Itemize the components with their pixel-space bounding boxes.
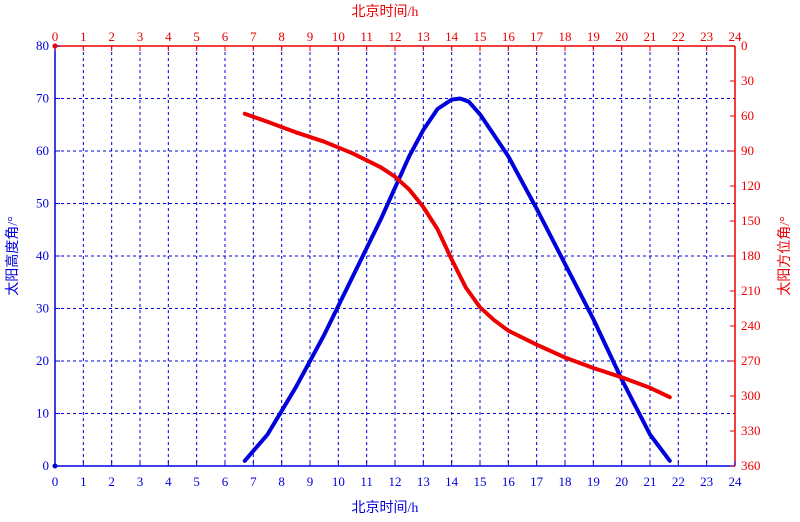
x-bottom-tick-label: 5: [193, 474, 200, 489]
y-left-tick-label: 0: [43, 458, 50, 473]
y-right-tick-label: 180: [741, 248, 761, 263]
y-right-axis-label: 太阳方位角/°: [777, 216, 793, 296]
y-right-tick-label: 360: [741, 458, 761, 473]
x-top-tick-label: 3: [137, 29, 144, 44]
x-bottom-tick-label: 7: [250, 474, 257, 489]
y-right-tick-label: 240: [741, 318, 761, 333]
series-line-azimuth: [242, 111, 672, 400]
x-bottom-tick-label: 9: [307, 474, 314, 489]
x-top-tick-label: 0: [52, 29, 59, 44]
x-top-tick-label: 19: [587, 29, 600, 44]
y-right-tick-label: 30: [741, 73, 754, 88]
y-left-tick-label: 40: [36, 248, 49, 263]
x-bottom-tick-label: 20: [615, 474, 628, 489]
series-line-altitude: [242, 96, 672, 463]
x-top-tick-label: 15: [474, 29, 487, 44]
x-top-tick-label: 20: [615, 29, 628, 44]
x-top-tick-label: 22: [672, 29, 685, 44]
x-top-tick-label: 23: [700, 29, 713, 44]
x-top-tick-label: 14: [445, 29, 459, 44]
x-top-tick-label: 13: [417, 29, 430, 44]
x-bottom-axis-label: 北京时间/h: [352, 500, 419, 516]
y-left-tick-label: 80: [36, 38, 49, 53]
series-layer: [242, 96, 672, 463]
x-top-tick-label: 12: [389, 29, 402, 44]
y-left-axis-label: 太阳高度角/°: [4, 216, 21, 296]
x-bottom-tick-label: 12: [389, 474, 402, 489]
y-right-tick-label: 330: [741, 423, 761, 438]
x-top-tick-label: 5: [193, 29, 200, 44]
x-top-tick-label: 1: [80, 29, 87, 44]
x-top-tick-label: 4: [165, 29, 172, 44]
x-bottom-tick-label: 18: [559, 474, 572, 489]
y-right-tick-label: 60: [741, 108, 754, 123]
x-bottom-tick-label: 23: [700, 474, 713, 489]
x-top-tick-label: 9: [307, 29, 314, 44]
x-top-tick-label: 17: [530, 29, 544, 44]
x-bottom-tick-label: 10: [332, 474, 345, 489]
x-bottom-tick-label: 13: [417, 474, 430, 489]
x-top-tick-label: 18: [559, 29, 572, 44]
y-right-tick-label: 210: [741, 283, 761, 298]
x-bottom-tick-label: 17: [530, 474, 544, 489]
x-bottom-tick-label: 4: [165, 474, 172, 489]
label-layer: 北京时间/h 北京时间/h 太阳高度角/° 太阳方位角/°: [4, 4, 793, 516]
x-bottom-tick-label: 3: [137, 474, 144, 489]
y-right-tick-label: 120: [741, 178, 761, 193]
y-right-tick-label: 0: [741, 38, 748, 53]
y-left-tick-label: 50: [36, 196, 49, 211]
x-top-tick-label: 6: [222, 29, 229, 44]
y-right-tick-label: 300: [741, 388, 761, 403]
origin-marker-top: [52, 43, 58, 49]
x-top-tick-label: 11: [360, 29, 373, 44]
grid-layer: [55, 46, 735, 466]
x-top-tick-label: 21: [644, 29, 657, 44]
x-bottom-tick-label: 24: [729, 474, 743, 489]
x-bottom-tick-label: 8: [278, 474, 285, 489]
x-top-tick-label: 7: [250, 29, 257, 44]
x-bottom-tick-label: 2: [108, 474, 115, 489]
x-bottom-tick-label: 21: [644, 474, 657, 489]
y-left-tick-label: 70: [36, 91, 49, 106]
x-bottom-tick-label: 1: [80, 474, 87, 489]
x-bottom-tick-label: 15: [474, 474, 487, 489]
x-bottom-tick-label: 14: [445, 474, 459, 489]
y-left-tick-label: 10: [36, 406, 49, 421]
x-top-tick-label: 2: [108, 29, 115, 44]
axis-layer: 0011223344556677889910101111121213131414…: [36, 29, 761, 489]
x-bottom-tick-label: 16: [502, 474, 516, 489]
x-top-axis-label: 北京时间/h: [352, 4, 419, 20]
x-bottom-tick-label: 11: [360, 474, 373, 489]
x-bottom-tick-label: 6: [222, 474, 229, 489]
x-top-tick-label: 16: [502, 29, 516, 44]
x-top-tick-label: 8: [278, 29, 285, 44]
y-right-tick-label: 270: [741, 353, 761, 368]
x-top-tick-label: 10: [332, 29, 345, 44]
y-right-tick-label: 150: [741, 213, 761, 228]
x-bottom-tick-label: 19: [587, 474, 600, 489]
origin-marker-bottom: [52, 463, 58, 469]
y-left-tick-label: 30: [36, 301, 49, 316]
y-left-tick-label: 20: [36, 353, 49, 368]
x-bottom-tick-label: 22: [672, 474, 685, 489]
y-right-tick-label: 90: [741, 143, 754, 158]
x-bottom-tick-label: 0: [52, 474, 59, 489]
y-left-tick-label: 60: [36, 143, 49, 158]
x-top-tick-label: 24: [729, 29, 743, 44]
